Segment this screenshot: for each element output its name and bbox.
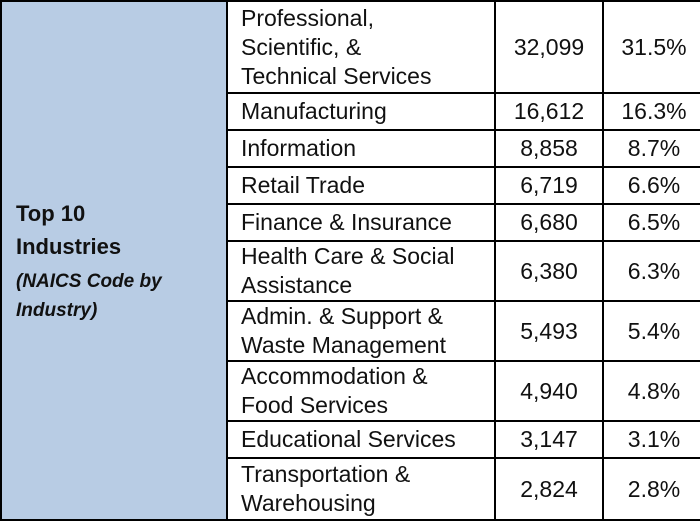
- employer-count: 6,719: [520, 172, 578, 198]
- employer-count-cell: 8,858: [494, 129, 604, 168]
- industry-name-line: Educational Services: [241, 426, 456, 452]
- percent-value: 5.4%: [627, 317, 681, 344]
- industry-name-line: Finance & Insurance: [241, 209, 452, 235]
- industry-name-cell: Professional, Scientific, & Technical Se…: [226, 0, 496, 94]
- industry-name-cell: Finance & Insurance: [226, 203, 496, 242]
- industry-name-line: Assistance: [241, 272, 353, 298]
- percent-cell: 31.5%: [602, 0, 700, 94]
- employer-count: 16,612: [513, 98, 585, 124]
- industry-name-cell: Admin. & Support & Waste Management: [226, 300, 496, 362]
- industry-name-line: Accommodation &: [241, 363, 428, 389]
- industry-name-cell: Educational Services: [226, 420, 496, 459]
- percent-value: 3.1%: [627, 426, 681, 452]
- percent-value: 4.8%: [627, 377, 681, 404]
- table-row: Educational Services 3,147 3.1%: [1, 420, 700, 459]
- employer-count: 8,858: [520, 135, 578, 161]
- category-title-line2: Industries: [16, 233, 122, 259]
- percent-cell: 6.6%: [602, 166, 700, 205]
- percent-cell: 6.5%: [602, 203, 700, 242]
- employer-count: 6,380: [520, 257, 578, 284]
- industry-name-line: Scientific, &: [241, 33, 362, 60]
- percent-cell: 5.4%: [602, 300, 700, 362]
- employer-count-cell: 5,493: [494, 300, 604, 362]
- percent-value: 16.3%: [621, 98, 687, 124]
- table-row: Accommodation & Food Services 4,940 4.8%: [1, 360, 700, 422]
- employer-count-cell: 3,147: [494, 420, 604, 459]
- industry-name-line: Admin. & Support &: [241, 303, 443, 329]
- percent-cell: 2.8%: [602, 457, 700, 521]
- employer-count: 2,824: [520, 475, 578, 502]
- category-title-line1: Top 10: [16, 200, 86, 226]
- employer-count-cell: 6,380: [494, 240, 604, 302]
- category-subtitle-line2: Industry): [16, 299, 98, 321]
- percent-cell: 16.3%: [602, 92, 700, 131]
- industry-name-cell: Health Care & Social Assistance: [226, 240, 496, 302]
- percent-value: 6.5%: [627, 209, 681, 235]
- industry-name-line: Retail Trade: [241, 172, 366, 198]
- industry-name-line: Manufacturing: [241, 98, 387, 124]
- percent-cell: 3.1%: [602, 420, 700, 459]
- industry-name-cell: Manufacturing: [226, 92, 496, 131]
- percent-cell: 8.7%: [602, 129, 700, 168]
- industry-name-line: Transportation &: [241, 461, 411, 487]
- industry-name-line: Warehousing: [241, 490, 376, 516]
- industry-name-line: Waste Management: [241, 332, 446, 358]
- percent-value: 8.7%: [627, 135, 681, 161]
- industry-name-line: Information: [241, 135, 357, 161]
- industry-name-line: Professional,: [241, 4, 374, 31]
- employer-count: 6,680: [520, 209, 578, 235]
- percent-value: 6.6%: [627, 172, 681, 198]
- table-row: Finance & Insurance 6,680 6.5%: [1, 203, 700, 242]
- employer-count-cell: 2,824: [494, 457, 604, 521]
- category-label-cell: Top 10 Industries (NAICS Code by Industr…: [0, 0, 228, 521]
- employer-count: 5,493: [520, 317, 578, 344]
- employer-count-cell: 16,612: [494, 92, 604, 131]
- table-row: Information 8,858 8.7%: [1, 129, 700, 168]
- percent-value: 31.5%: [621, 33, 687, 60]
- category-subtitle-line1: (NAICS Code by: [16, 270, 162, 292]
- employer-count-cell: 4,940: [494, 360, 604, 422]
- industry-name-line: Food Services: [241, 392, 389, 418]
- industry-name-line: Technical Services: [241, 62, 432, 89]
- employer-count: 3,147: [520, 426, 578, 452]
- percent-cell: 4.8%: [602, 360, 700, 422]
- employer-count: 32,099: [513, 33, 585, 60]
- table-row: Transportation & Warehousing 2,824 2.8%: [1, 457, 700, 521]
- percent-value: 6.3%: [627, 257, 681, 284]
- industry-name-cell: Retail Trade: [226, 166, 496, 205]
- percent-cell: 6.3%: [602, 240, 700, 302]
- industry-name-line: Health Care & Social: [241, 243, 455, 269]
- employer-count: 4,940: [520, 377, 578, 404]
- employer-count-cell: 6,719: [494, 166, 604, 205]
- percent-value: 2.8%: [627, 475, 681, 502]
- table-row: Health Care & Social Assistance 6,380 6.…: [1, 240, 700, 302]
- industry-name-cell: Information: [226, 129, 496, 168]
- industry-name-cell: Accommodation & Food Services: [226, 360, 496, 422]
- table-row: Admin. & Support & Waste Management 5,49…: [1, 300, 700, 362]
- employer-count-cell: 6,680: [494, 203, 604, 242]
- industry-name-cell: Transportation & Warehousing: [226, 457, 496, 521]
- table-row: Retail Trade 6,719 6.6%: [1, 166, 700, 205]
- employer-count-cell: 32,099: [494, 0, 604, 94]
- table-row: Manufacturing 16,612 16.3%: [1, 92, 700, 131]
